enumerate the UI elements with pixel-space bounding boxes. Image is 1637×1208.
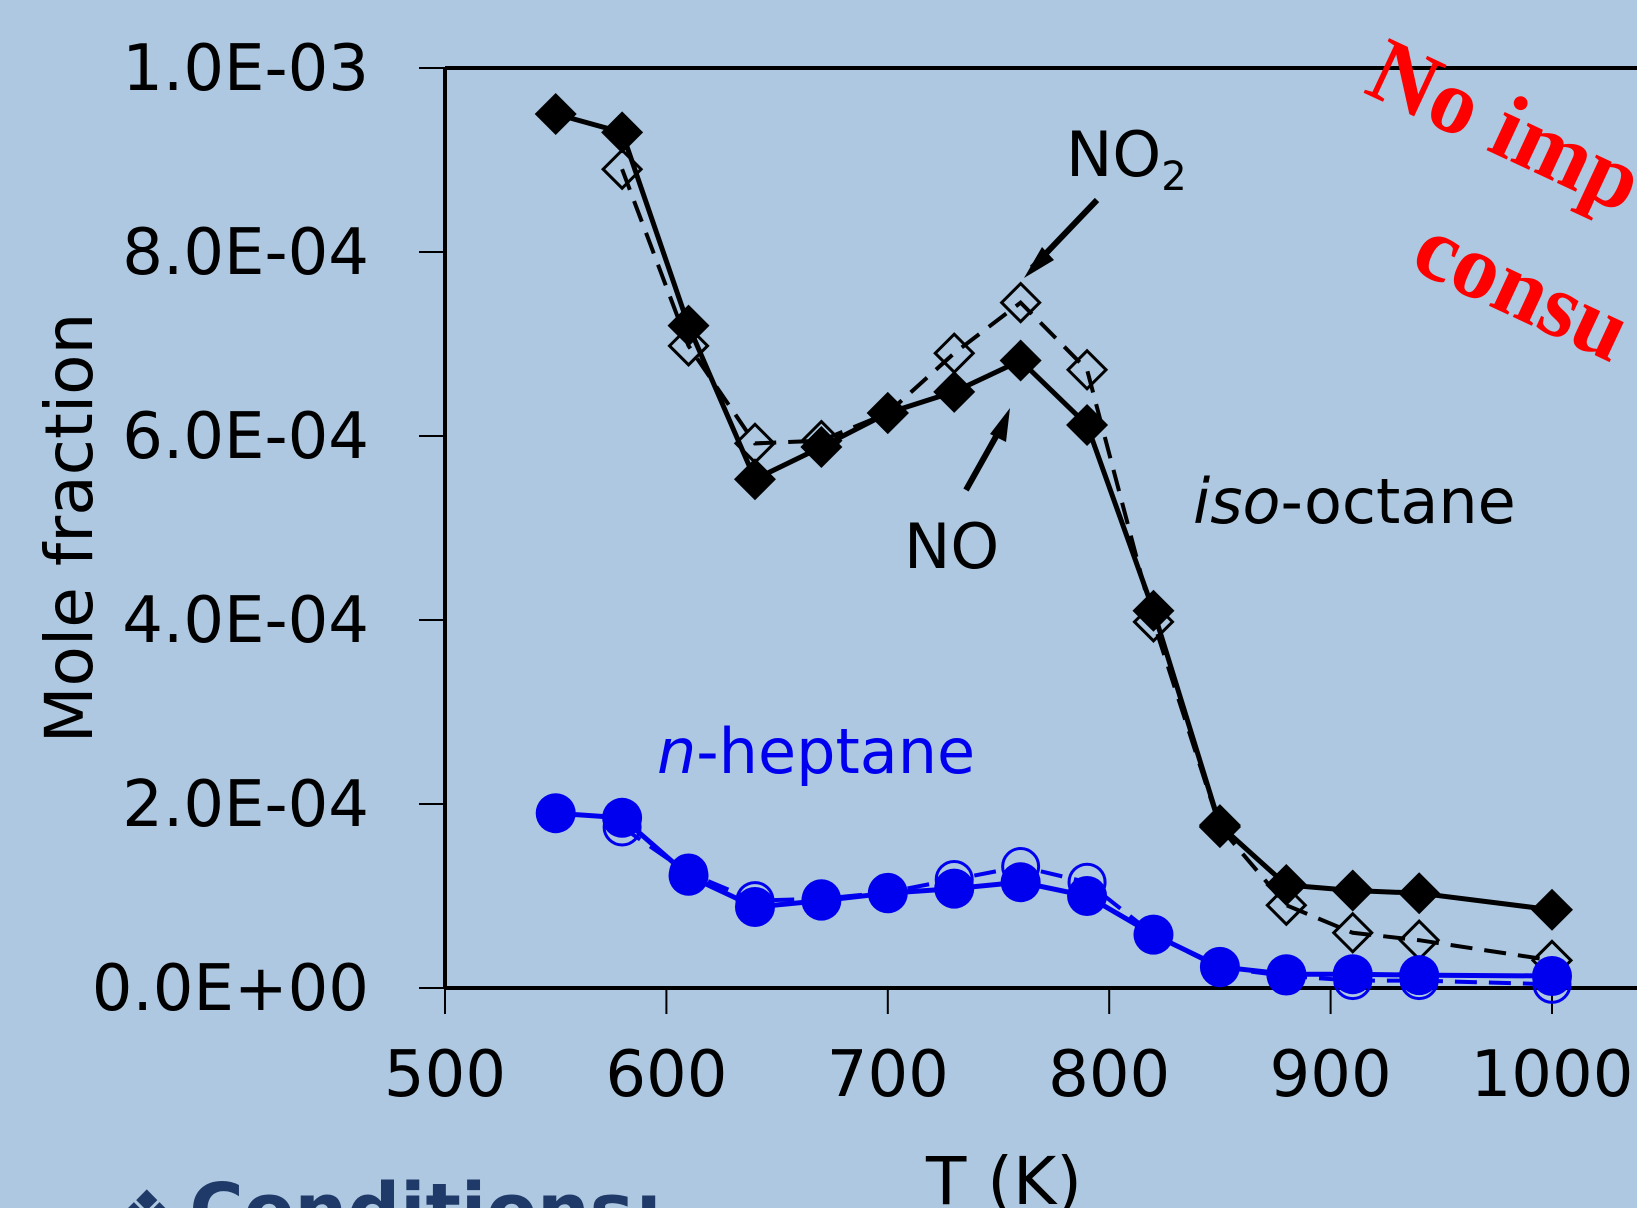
- data-point: [1000, 862, 1041, 903]
- data-point: [1066, 403, 1109, 446]
- series-line: [620, 168, 1553, 963]
- data-point: [1133, 914, 1174, 955]
- conditions-label: Conditions:: [189, 1168, 663, 1208]
- data-point: [1065, 348, 1109, 391]
- y-tick-label: 4.0E-04: [122, 584, 369, 658]
- data-point: [601, 111, 644, 154]
- arrow-to-no2-head: [1024, 247, 1054, 278]
- data-point: [1398, 872, 1441, 915]
- data-point: [1532, 956, 1572, 997]
- label-iso-octane: iso-octane: [1193, 465, 1516, 538]
- data-point: [801, 880, 842, 921]
- label-iso-octane-rest: -octane: [1280, 465, 1515, 538]
- data-point: [1266, 954, 1307, 995]
- stamp-line-1: No imp: [1354, 18, 1637, 233]
- axes: [443, 66, 1637, 990]
- ticks: 0.0E+00 2.0E-04 4.0E-04 6.0E-04 8.0E-04 1.0E-…: [92, 32, 1634, 1112]
- data-point: [1331, 869, 1374, 912]
- x-axis-title: T (K): [925, 1143, 1082, 1208]
- data-point: [999, 281, 1042, 324]
- data-point: [1132, 589, 1175, 632]
- data-point: [933, 370, 976, 413]
- data-point: [800, 426, 843, 469]
- y-axis-title: Mole fraction: [31, 313, 108, 744]
- annotation-no2-main: NO: [1066, 118, 1161, 191]
- conditions-bullet: ❖: [118, 1178, 175, 1208]
- data-point: [1199, 946, 1240, 987]
- data-point: [866, 392, 909, 434]
- y-tick-label: 2.0E-04: [122, 768, 369, 842]
- label-n-heptane-italic: n: [657, 715, 696, 788]
- data-point: [667, 304, 710, 347]
- data-point: [602, 797, 643, 838]
- data-point: [1399, 955, 1440, 996]
- data-point: [1265, 884, 1308, 927]
- data-point: [867, 873, 908, 914]
- x-tick-label: 500: [384, 1038, 506, 1112]
- label-n-heptane: n-heptane: [657, 715, 975, 788]
- x-tick-label: 800: [1048, 1038, 1170, 1112]
- y-tick-label: 8.0E-04: [122, 216, 369, 290]
- data-point: [534, 93, 577, 135]
- x-tick-label: 900: [1270, 1038, 1392, 1112]
- data-point: [733, 458, 776, 501]
- data-point: [535, 793, 576, 834]
- conditions-heading: ❖ Conditions:: [118, 1168, 663, 1208]
- y-tick-label: 6.0E-04: [122, 400, 369, 474]
- data-point: [1331, 911, 1374, 954]
- series-n-heptane-NO: [535, 793, 1572, 997]
- data-point: [1332, 954, 1373, 995]
- data-point: [1531, 888, 1573, 931]
- annotation-no: NO: [904, 510, 999, 583]
- x-tick-label: 600: [605, 1038, 727, 1112]
- data-point: [934, 868, 975, 909]
- y-tick-label: 1.0E-03: [122, 32, 369, 106]
- arrow-to-no-head: [990, 408, 1010, 442]
- data-point: [668, 855, 709, 896]
- annotation-no2-subscript: 2: [1161, 154, 1186, 200]
- annotation-no2: NO2: [1066, 118, 1187, 200]
- label-n-heptane-rest: -heptane: [696, 715, 975, 788]
- data-point: [999, 339, 1042, 382]
- series-layer: [534, 93, 1574, 1004]
- data-point: [1265, 863, 1308, 906]
- x-tick-label: 700: [827, 1038, 949, 1112]
- series-line: [620, 825, 1553, 987]
- data-point: [667, 324, 710, 367]
- data-point: [1198, 804, 1241, 847]
- data-point: [734, 887, 775, 928]
- data-point: [1067, 876, 1108, 916]
- x-tick-label: 1000: [1471, 1038, 1634, 1112]
- y-tick-label: 0.0E+00: [92, 952, 369, 1026]
- series-iso-octane-NO: [534, 93, 1573, 931]
- label-iso-octane-italic: iso: [1193, 465, 1280, 538]
